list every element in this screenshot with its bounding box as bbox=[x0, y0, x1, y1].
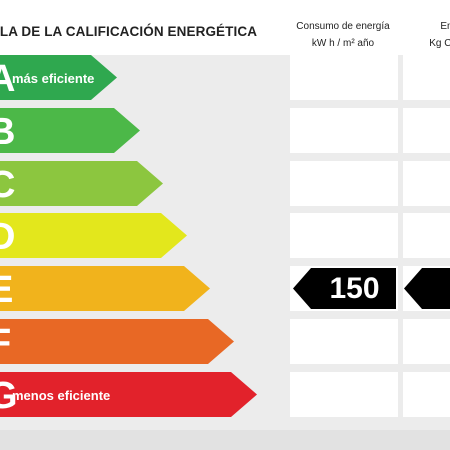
emissions-column-unit: Kg CO2 / bbox=[429, 38, 450, 49]
header-row: ALA DE LA CALIFICACIÓN ENERGÉTICA Consum… bbox=[0, 0, 450, 55]
class-arrow-g: G menos eficiente bbox=[0, 372, 257, 417]
emissions-cell bbox=[403, 319, 450, 364]
class-arrow-a: A más eficiente bbox=[0, 55, 117, 100]
emissions-cell bbox=[403, 372, 450, 417]
class-row-b: B bbox=[0, 108, 450, 155]
class-letter: A bbox=[0, 58, 16, 100]
energy-cell bbox=[290, 55, 398, 100]
energy-column-header: Consumo de energía kW h / m² año bbox=[288, 18, 398, 52]
class-letter: B bbox=[0, 111, 16, 153]
class-letter: C bbox=[0, 164, 16, 206]
emissions-cell bbox=[403, 161, 450, 206]
class-description: más eficiente bbox=[12, 71, 95, 86]
energy-cell bbox=[290, 108, 398, 153]
energy-column-title: Consumo de energía bbox=[296, 21, 390, 32]
class-row-d: D bbox=[0, 213, 450, 260]
emissions-column-header: Emi Kg CO2 / bbox=[404, 18, 450, 56]
emissions-cell bbox=[403, 108, 450, 153]
emissions-column-title: Emi bbox=[440, 21, 450, 32]
class-letter: G bbox=[0, 375, 18, 417]
energy-rating-value: 150 bbox=[329, 272, 380, 305]
energy-cell bbox=[290, 319, 398, 364]
class-row-g: G menos eficiente bbox=[0, 372, 450, 419]
class-arrow-d: D bbox=[0, 213, 187, 258]
class-row-c: C bbox=[0, 161, 450, 208]
energy-cell bbox=[290, 161, 398, 206]
class-letter: D bbox=[0, 216, 16, 258]
energy-rating-indicator: 150 bbox=[293, 268, 396, 309]
class-arrow-f: F bbox=[0, 319, 234, 364]
energy-column-unit: kW h / m² año bbox=[311, 38, 375, 49]
class-letter: F bbox=[0, 321, 11, 365]
class-arrow-b: B bbox=[0, 108, 140, 153]
energy-cell bbox=[290, 372, 398, 417]
bottom-band bbox=[0, 430, 450, 450]
scale-title: ALA DE LA CALIFICACIÓN ENERGÉTICA bbox=[0, 24, 258, 39]
class-row-f: F bbox=[0, 319, 450, 366]
class-row-e: E 150 bbox=[0, 266, 450, 313]
emissions-cell bbox=[403, 55, 450, 100]
class-letter: E bbox=[0, 269, 14, 311]
class-arrow-e: E bbox=[0, 266, 210, 311]
energy-cell bbox=[290, 213, 398, 258]
class-row-a: A más eficiente bbox=[0, 55, 450, 102]
class-arrow-c: C bbox=[0, 161, 163, 206]
emissions-cell bbox=[403, 213, 450, 258]
class-description: menos eficiente bbox=[12, 388, 111, 403]
